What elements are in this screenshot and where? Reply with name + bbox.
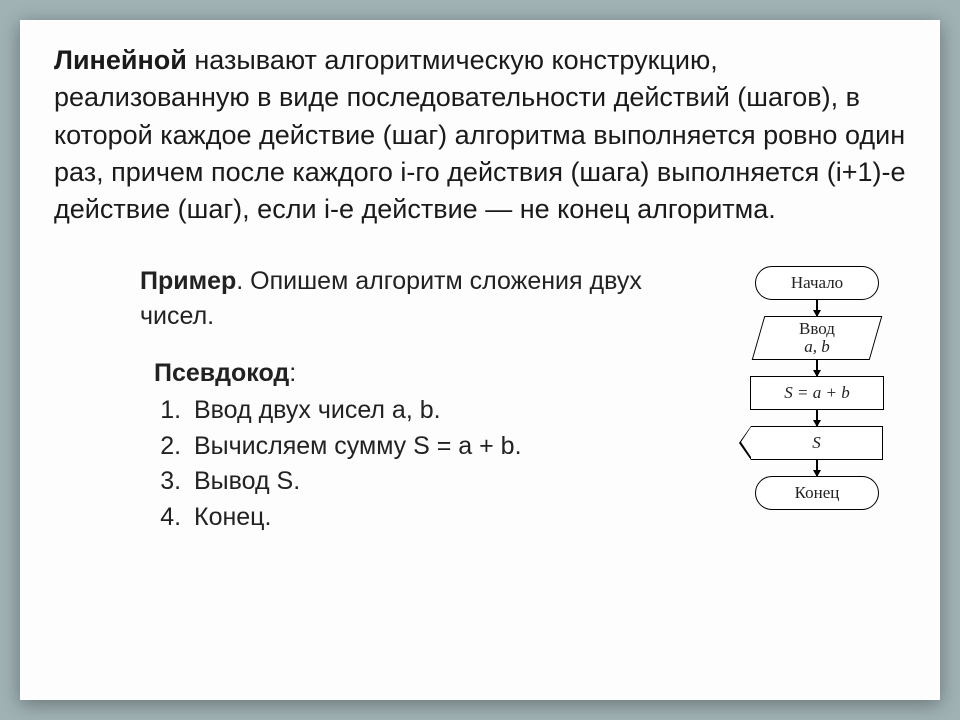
pseudocode-block: Псевдокод: Ввод двух чисел a, b. Вычисля… xyxy=(140,356,698,535)
pseudocode-title: Псевдокод: xyxy=(154,356,698,391)
flowchart: Начало Ввод a, b S = a + b S Конец xyxy=(722,264,912,510)
example-row: Пример. Опишем алгоритм сложения двух чи… xyxy=(54,264,906,535)
flowchart-arrow-icon xyxy=(816,300,818,316)
flowchart-arrow-icon xyxy=(816,410,818,426)
flowchart-node-end: Конец xyxy=(755,476,879,510)
flowchart-node-label-italic: a, b xyxy=(804,337,830,356)
definition-paragraph: Линейной называют алгоритмическую констр… xyxy=(54,42,906,228)
pseudocode-title-colon: : xyxy=(289,359,296,387)
flowchart-node-label: Начало xyxy=(791,274,843,292)
flowchart-node-input: Ввод a, b xyxy=(752,316,883,360)
pseudocode-step: Вывод S. xyxy=(188,464,698,500)
flowchart-node-start: Начало xyxy=(755,266,879,300)
definition-lead: Линейной xyxy=(54,45,187,75)
example-label: Пример xyxy=(140,267,236,295)
pseudocode-title-word: Псевдокод xyxy=(154,359,289,387)
flowchart-node-label: S = a + b xyxy=(784,384,849,402)
pseudocode-step: Конец. xyxy=(188,500,698,536)
slide: Линейной называют алгоритмическую констр… xyxy=(20,20,940,700)
flowchart-node-process: S = a + b xyxy=(750,376,884,410)
pseudocode-list: Ввод двух чисел a, b. Вычисляем сумму S … xyxy=(154,393,698,535)
pseudocode-step: Ввод двух чисел a, b. xyxy=(188,393,698,429)
flowchart-node-label: S xyxy=(812,434,821,452)
flowchart-arrow-icon xyxy=(816,460,818,476)
flowchart-node-output: S xyxy=(751,426,883,460)
flowchart-node-label: Конец xyxy=(795,484,840,502)
pseudocode-step: Вычисляем сумму S = a + b. xyxy=(188,429,698,465)
example-paragraph: Пример. Опишем алгоритм сложения двух чи… xyxy=(140,264,698,334)
flowchart-node-label: Ввод xyxy=(799,319,835,338)
example-text-block: Пример. Опишем алгоритм сложения двух чи… xyxy=(54,264,698,535)
flowchart-arrow-icon xyxy=(816,360,818,376)
